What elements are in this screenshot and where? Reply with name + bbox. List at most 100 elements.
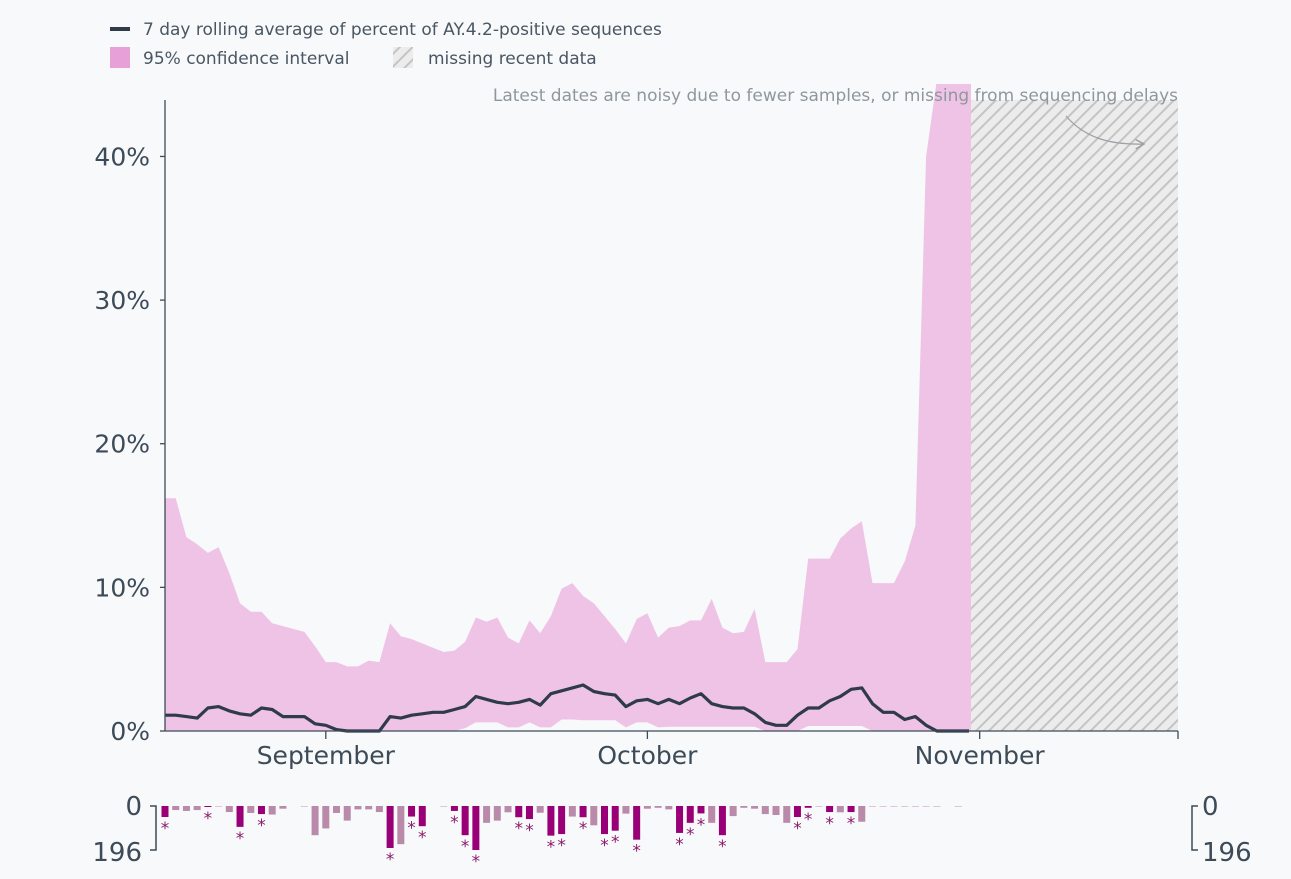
count-bar — [515, 806, 523, 818]
count-bar — [868, 806, 876, 807]
y-tick-label: 10% — [94, 573, 150, 602]
count-bar — [761, 806, 769, 815]
count-bar — [858, 806, 866, 822]
scale-min-label: 0 — [1202, 792, 1219, 822]
significance-asterisk: * — [675, 835, 684, 855]
count-bar — [826, 806, 834, 813]
y-tick-label: 0% — [110, 717, 150, 746]
count-bar — [493, 806, 501, 821]
significance-asterisk: * — [600, 836, 609, 856]
y-tick-label: 30% — [94, 286, 150, 315]
significance-asterisk: * — [461, 837, 470, 857]
count-scale-right: 0 196 — [1191, 792, 1252, 868]
count-bar — [783, 806, 791, 823]
significance-asterisk: * — [547, 838, 556, 858]
legend-line-label: 7 day rolling average of percent of AY.4… — [143, 20, 662, 40]
count-bar — [322, 806, 330, 829]
annotation-arrow-icon — [1065, 115, 1146, 150]
plot-area — [164, 84, 1178, 733]
scale-bracket — [1191, 805, 1198, 851]
legend: 7 day rolling average of percent of AY.4… — [110, 20, 662, 69]
significance-asterisk: * — [579, 819, 588, 839]
count-bar — [890, 806, 898, 807]
count-bar — [193, 806, 201, 811]
y-axis: 0% 10% 20% 30% 40% — [94, 100, 166, 746]
scale-min-label: 0 — [125, 792, 142, 822]
x-tick-label: November — [915, 741, 1046, 770]
count-bar — [590, 806, 598, 826]
significance-asterisk: * — [611, 833, 620, 853]
count-bar — [901, 806, 909, 807]
count-bar — [911, 806, 919, 807]
significance-asterisk: * — [718, 837, 727, 857]
count-bar — [397, 806, 405, 845]
count-bar — [225, 806, 233, 813]
scale-bracket — [150, 805, 157, 851]
count-bar — [504, 806, 512, 813]
count-bar — [354, 806, 362, 810]
legend-line-swatch — [110, 27, 130, 31]
count-bar — [729, 806, 737, 817]
count-bar — [558, 806, 566, 835]
count-bar — [440, 806, 448, 807]
count-bar — [300, 806, 308, 807]
count-bar — [568, 806, 576, 817]
count-bar — [847, 806, 855, 813]
y-tick-label: 20% — [94, 430, 150, 459]
count-bar — [172, 806, 180, 811]
significance-asterisk: * — [847, 814, 856, 834]
x-tick-label: September — [257, 741, 396, 770]
count-bar — [601, 806, 609, 835]
count-bar — [215, 806, 223, 807]
significance-asterisk: * — [686, 825, 695, 845]
missing-data-annotation: Latest dates are noisy due to fewer samp… — [493, 86, 1178, 106]
count-bar — [879, 806, 887, 807]
significance-asterisk: * — [825, 814, 834, 834]
significance-asterisk: * — [697, 815, 706, 835]
significance-asterisk: * — [632, 842, 641, 862]
count-bar — [611, 806, 619, 831]
y-tick-label: 40% — [94, 142, 150, 171]
count-bar — [665, 806, 673, 810]
significance-asterisk: * — [418, 828, 427, 848]
count-bar — [836, 806, 844, 813]
count-bar — [333, 806, 341, 813]
significance-asterisk: * — [407, 819, 416, 839]
count-bar — [933, 806, 941, 807]
count-scale-left: 0 196 — [92, 792, 157, 868]
significance-asterisk: * — [204, 809, 213, 829]
legend-missing-swatch — [393, 47, 413, 68]
count-bar — [954, 806, 962, 807]
count-bar — [793, 806, 801, 817]
count-bar — [408, 806, 416, 817]
count-bar — [257, 806, 265, 815]
count-bar — [525, 806, 533, 820]
count-bar — [804, 806, 812, 808]
count-bar — [343, 806, 351, 821]
count-bar — [772, 806, 780, 815]
sequence-count-bars: ****** ***** ** *** * * ** *** * * * — [161, 806, 962, 872]
count-bar — [547, 806, 555, 836]
count-bar — [676, 806, 684, 833]
count-bar — [718, 806, 726, 836]
significance-asterisk: * — [236, 829, 245, 849]
x-axis: September October November — [165, 730, 1179, 770]
scale-max-label: 196 — [92, 838, 142, 868]
count-bar — [450, 806, 458, 811]
significance-asterisk: * — [557, 836, 566, 856]
count-bar — [633, 806, 641, 840]
count-bar — [579, 806, 587, 818]
count-bar — [654, 806, 662, 808]
significance-asterisk: * — [472, 852, 481, 872]
x-tick-label: October — [597, 741, 698, 770]
count-bar — [622, 806, 630, 814]
legend-missing-label: missing recent data — [428, 49, 597, 69]
count-bar — [182, 806, 190, 811]
significance-asterisk: * — [804, 810, 813, 830]
missing-data-region — [970, 100, 1178, 731]
significance-asterisk: * — [386, 850, 395, 870]
count-bar — [461, 806, 469, 836]
count-bar — [751, 806, 759, 809]
count-bar — [418, 806, 426, 827]
